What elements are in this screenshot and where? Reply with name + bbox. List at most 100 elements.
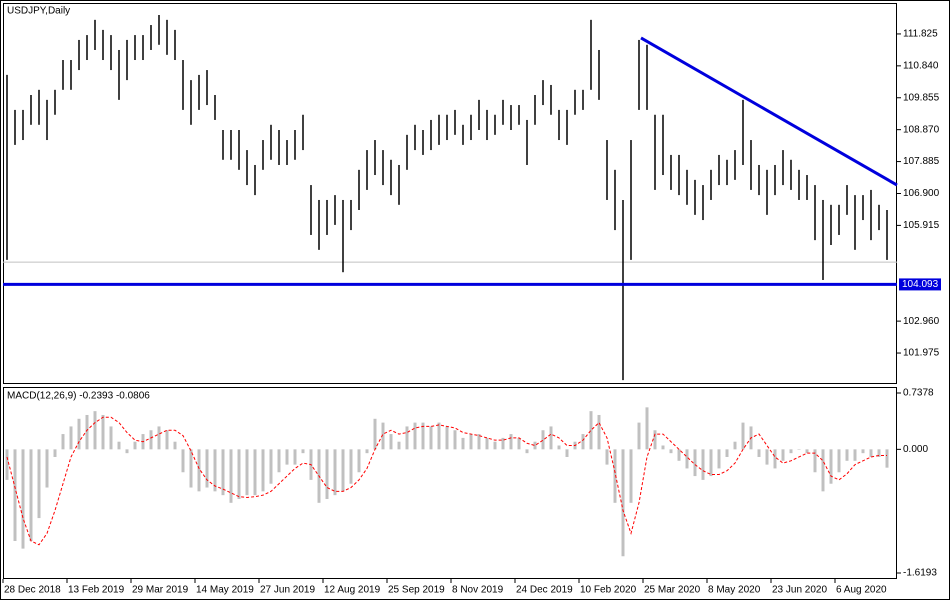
macd-histogram-bar (365, 449, 369, 454)
macd-histogram-bar (405, 426, 409, 450)
macd-histogram-bar (277, 449, 281, 473)
macd-histogram-bar (37, 449, 41, 519)
macd-histogram-bar (645, 407, 649, 450)
support-label-box (899, 278, 941, 291)
macd-histogram-bar (77, 418, 81, 450)
macd-histogram-bar (381, 422, 385, 450)
x-tick-label: 29 Mar 2019 (132, 585, 189, 596)
macd-histogram-bar (853, 449, 857, 461)
macd-histogram-bar (205, 449, 209, 488)
macd-histogram-bar (173, 441, 177, 450)
macd-histogram-bar (157, 426, 161, 450)
macd-histogram-bar (61, 434, 65, 450)
macd-histogram-bar (485, 437, 489, 450)
macd-histogram-bar (197, 449, 201, 492)
macd-histogram-bar (453, 430, 457, 450)
x-tick-label: 27 Jun 2019 (260, 585, 315, 596)
support-label: 104.093 (902, 279, 939, 290)
macd-histogram-bar (493, 441, 497, 450)
macd-histogram-bar (677, 449, 681, 461)
macd-histogram-bar (469, 434, 473, 450)
y-tick-label: -1.6193 (903, 568, 937, 579)
x-tick-label: 23 Jun 2020 (772, 585, 827, 596)
macd-histogram-bar (461, 437, 465, 450)
x-tick-label: 28 Dec 2018 (4, 585, 61, 596)
macd-histogram-bar (445, 426, 449, 450)
x-tick-label: 6 Aug 2020 (836, 585, 887, 596)
price-panel-frame (3, 3, 897, 384)
macd-histogram-bar (861, 449, 865, 454)
y-tick-label: 0.7378 (903, 388, 934, 399)
macd-histogram-bar (261, 449, 265, 492)
x-tick-label: 12 Aug 2019 (324, 585, 381, 596)
macd-histogram-bar (581, 434, 585, 450)
macd-histogram-bar (509, 434, 513, 450)
macd-histogram-bar (773, 449, 777, 469)
macd-histogram-bar (13, 449, 17, 541)
macd-histogram-bar (341, 449, 345, 492)
macd-histogram-bar (725, 449, 729, 457)
macd-histogram-bar (869, 449, 873, 457)
macd-histogram-bar (653, 430, 657, 450)
macd-histogram-bar (29, 449, 33, 541)
macd-histogram-bar (133, 441, 137, 450)
macd-histogram-bar (149, 430, 153, 450)
macd-histogram-bar (533, 441, 537, 450)
macd-histogram-bar (229, 449, 233, 503)
macd-histogram-bar (693, 449, 697, 477)
y-tick-label: 0.000 (903, 444, 928, 455)
signal-line (6, 416, 887, 546)
macd-histogram-bar (221, 449, 225, 496)
macd-histogram-bar (93, 411, 97, 450)
macd-histogram-bar (389, 434, 393, 450)
macd-histogram-bar (45, 449, 49, 488)
macd-histogram-bar (805, 449, 809, 454)
x-tick-label: 25 Sep 2019 (388, 585, 445, 596)
macd-histogram-bar (741, 422, 745, 450)
macd-histogram-bar (325, 449, 329, 499)
x-tick-label: 25 Mar 2020 (644, 585, 701, 596)
macd-histogram-bar (597, 414, 601, 450)
y-tick-label: 110.840 (903, 60, 939, 71)
macd-histogram-bar (285, 449, 289, 465)
macd-histogram-bar (101, 414, 105, 450)
macd-histogram-bar (21, 449, 25, 549)
macd-histogram-bar (629, 449, 633, 503)
macd-histogram-bar (733, 441, 737, 450)
macd-histogram-bar (877, 449, 881, 457)
macd-panel-title: MACD(12,26,9) -0.2393 -0.0806 (7, 391, 150, 402)
macd-histogram-bar (125, 449, 129, 454)
macd-histogram-bar (357, 449, 361, 473)
x-tick-label: 14 May 2019 (196, 585, 254, 596)
macd-histogram-bar (213, 449, 217, 492)
macd-histogram-bar (757, 449, 761, 457)
macd-histogram-bar (501, 437, 505, 450)
macd-histogram-bar (109, 426, 113, 450)
macd-histogram-bar (437, 422, 441, 450)
macd-histogram-bar (333, 449, 337, 496)
macd-histogram-bar (829, 449, 833, 484)
macd-histogram-bar (589, 411, 593, 450)
macd-histogram-bar (245, 449, 249, 496)
macd-histogram-bar (477, 434, 481, 450)
macd-histogram-bar (429, 426, 433, 450)
macd-histogram-bar (765, 449, 769, 465)
macd-histogram-bar (517, 437, 521, 450)
macd-histogram-bar (397, 441, 401, 450)
macd-histogram-bar (605, 449, 609, 465)
macd-histogram-bar (565, 449, 569, 457)
macd-histogram-bar (789, 449, 793, 454)
macd-histogram-bar (181, 449, 185, 473)
macd-histogram-bar (821, 449, 825, 492)
macd-histogram-bar (613, 449, 617, 503)
x-tick-label: 8 Nov 2019 (452, 585, 504, 596)
macd-histogram-bar (669, 449, 673, 454)
macd-histogram-bar (349, 449, 353, 484)
y-tick-label: 111.825 (903, 29, 938, 40)
y-tick-label: 102.960 (903, 316, 940, 327)
y-tick-label: 106.900 (903, 188, 940, 199)
macd-histogram-bar (85, 414, 89, 450)
